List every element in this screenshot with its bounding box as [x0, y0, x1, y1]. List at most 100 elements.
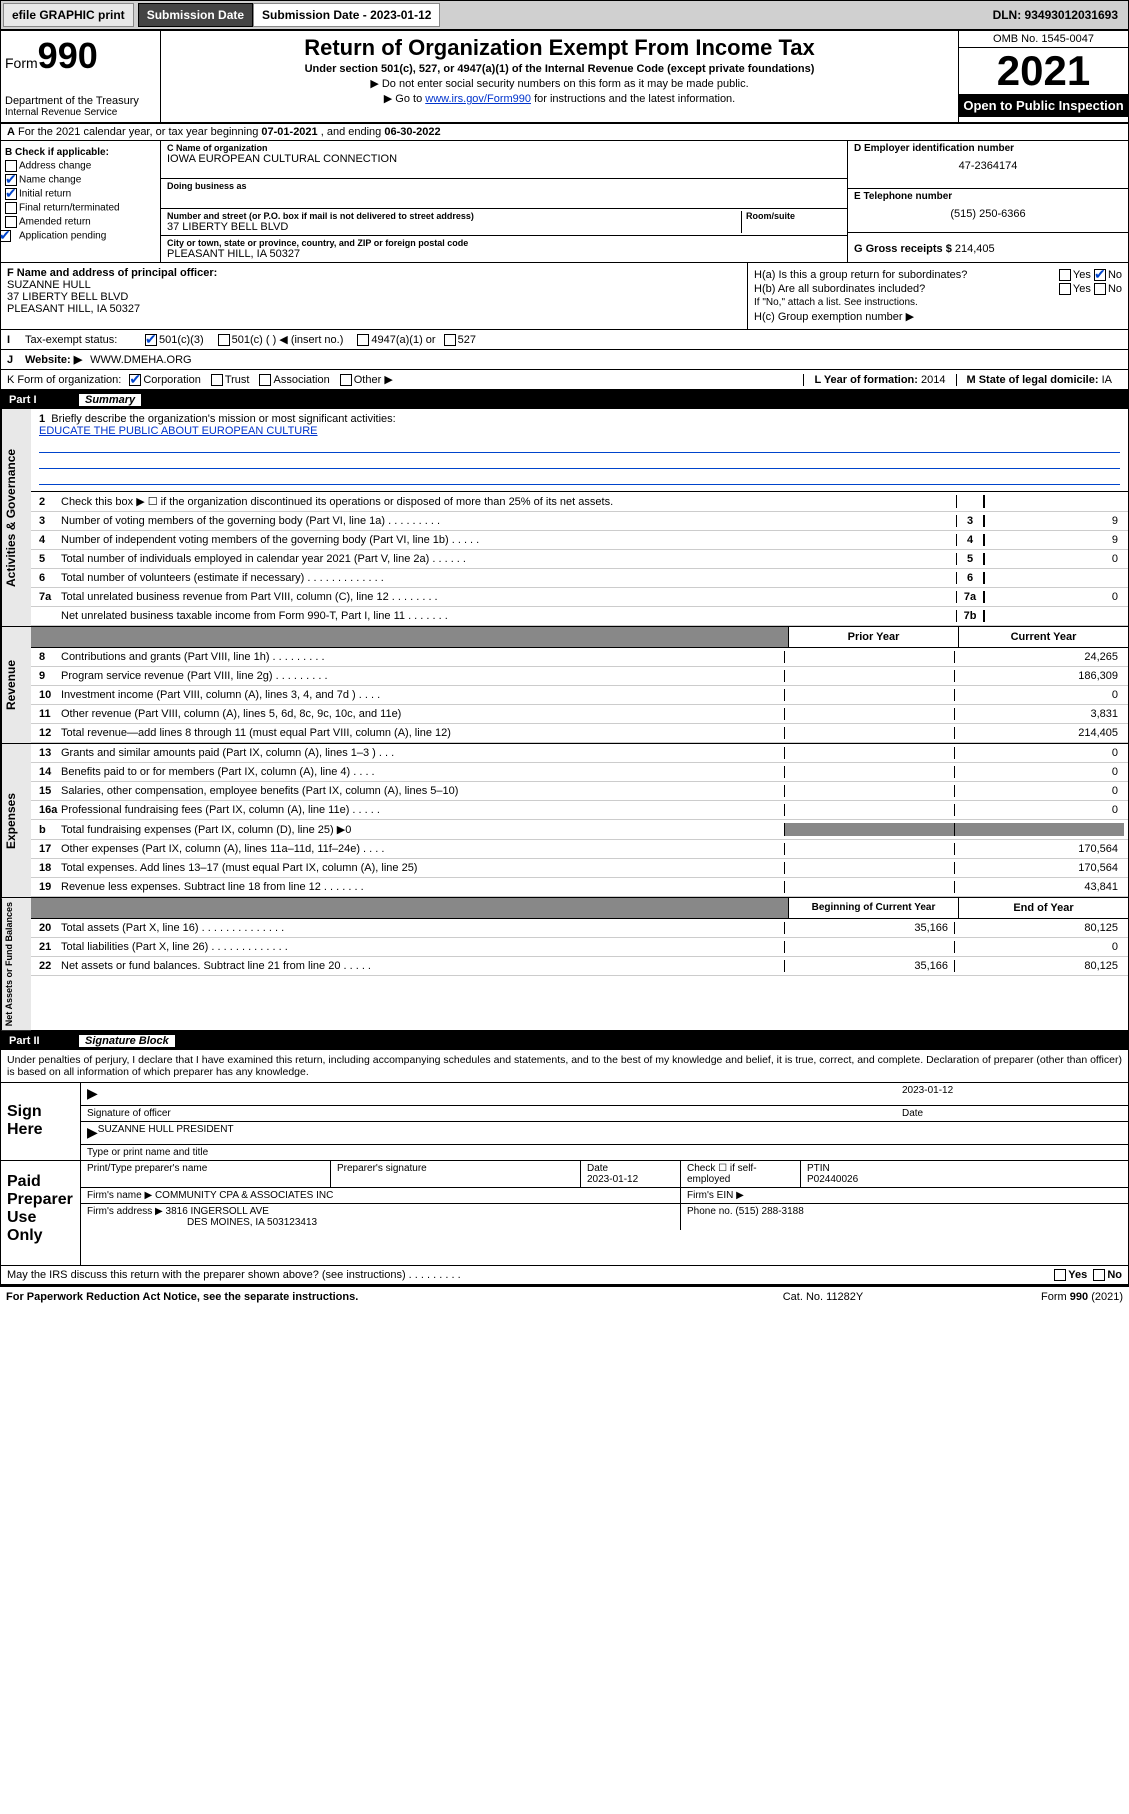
chk-final-return[interactable] — [5, 202, 17, 214]
col-f: F Name and address of principal officer:… — [1, 263, 748, 329]
opt-trust: Trust — [225, 374, 250, 386]
header-left: Form990 Department of the Treasury Inter… — [1, 31, 161, 122]
lbl-address-change: Address change — [19, 161, 91, 172]
date-label: Date — [902, 1108, 1122, 1119]
officer-addr2: PLEASANT HILL, IA 50327 — [7, 303, 741, 315]
prep-header-row: Print/Type preparer's name Preparer's si… — [81, 1161, 1128, 1188]
ein: 47-2364174 — [854, 160, 1122, 172]
year-formation: 2014 — [921, 374, 945, 386]
website-url: WWW.DMEHA.ORG — [90, 354, 191, 366]
opt-501c3: 501(c)(3) — [159, 334, 204, 346]
end-year-hdr: End of Year — [958, 898, 1128, 918]
firm-ein-label: Firm's EIN ▶ — [681, 1188, 1128, 1203]
summary-line: 4Number of independent voting members of… — [31, 531, 1128, 550]
tax-year: 2021 — [959, 48, 1128, 94]
firm-name-row: Firm's name ▶ COMMUNITY CPA & ASSOCIATES… — [81, 1188, 1128, 1204]
summary-line: 16aProfessional fundraising fees (Part I… — [31, 801, 1128, 820]
revenue-section: Revenue Prior Year Current Year 8Contrib… — [1, 627, 1128, 744]
summary-line: 2Check this box ▶ ☐ if the organization … — [31, 492, 1128, 512]
col-h: H(a) Is this a group return for subordin… — [748, 263, 1128, 329]
chk-4947[interactable] — [357, 334, 369, 346]
activities-governance: Activities & Governance 1 Briefly descri… — [1, 409, 1128, 627]
line-a-mid: , and ending — [318, 126, 385, 138]
firm-addr-row: Firm's address ▶ 3816 INGERSOLL AVEDES M… — [81, 1204, 1128, 1230]
ha-yes: Yes — [1073, 269, 1091, 281]
tax-year-end: 06-30-2022 — [384, 126, 440, 138]
lbl-application-pending: Application pending — [19, 231, 106, 242]
summary-line: 15Salaries, other compensation, employee… — [31, 782, 1128, 801]
chk-527[interactable] — [444, 334, 456, 346]
chk-discuss-yes[interactable] — [1054, 1269, 1066, 1281]
ha-label: H(a) Is this a group return for subordin… — [754, 269, 967, 281]
submission-label: Submission Date — [138, 3, 253, 27]
chk-hb-yes[interactable] — [1059, 283, 1071, 295]
part1-num: Part I — [9, 394, 79, 406]
city-state-zip: PLEASANT HILL, IA 50327 — [167, 248, 841, 260]
lbl-amended: Amended return — [19, 217, 91, 228]
expenses-section: Expenses 13Grants and similar amounts pa… — [1, 744, 1128, 898]
signature-label: Signature of officer — [87, 1108, 902, 1119]
tax-status-label: Tax-exempt status: — [25, 334, 145, 346]
may-discuss-row: May the IRS discuss this return with the… — [1, 1266, 1128, 1286]
summary-line: 20Total assets (Part X, line 16) . . . .… — [31, 919, 1128, 938]
sign-date: 2023-01-12 — [902, 1085, 1122, 1103]
summary-line: 7aTotal unrelated business revenue from … — [31, 588, 1128, 607]
website-label: Website: ▶ — [25, 353, 82, 366]
part2-title: Signature Block — [79, 1035, 175, 1047]
hb-yes: Yes — [1073, 283, 1091, 295]
firm-name-label: Firm's name ▶ — [87, 1190, 152, 1201]
chk-ha-no[interactable] — [1094, 269, 1106, 281]
summary-line: 22Net assets or fund balances. Subtract … — [31, 957, 1128, 976]
officer-name: SUZANNE HULL — [7, 279, 741, 291]
chk-501c[interactable] — [218, 334, 230, 346]
chk-assoc[interactable] — [259, 374, 271, 386]
firm-phone: (515) 288-3188 — [735, 1206, 803, 1217]
efile-print-button[interactable]: efile GRAPHIC print — [3, 3, 134, 27]
year-formation-label: L Year of formation: — [814, 374, 918, 386]
phone-label: Phone no. — [687, 1206, 733, 1217]
prep-sig-hdr: Preparer's signature — [331, 1161, 581, 1187]
firm-name: COMMUNITY CPA & ASSOCIATES INC — [155, 1190, 333, 1201]
part-2-header: Part II Signature Block — [1, 1032, 1128, 1050]
perjury-declaration: Under penalties of perjury, I declare th… — [1, 1050, 1128, 1083]
tab-governance: Activities & Governance — [1, 409, 31, 626]
self-employed-hdr: Check ☐ if self-employed — [681, 1161, 801, 1187]
officer-label: F Name and address of principal officer: — [7, 267, 217, 279]
chk-corp[interactable] — [129, 374, 141, 386]
officer-sig-name: SUZANNE HULL PRESIDENT — [98, 1124, 234, 1142]
tax-year-begin: 07-01-2021 — [261, 126, 317, 138]
may-discuss-text: May the IRS discuss this return with the… — [7, 1269, 1054, 1281]
ptin: P02440026 — [807, 1174, 858, 1185]
chk-trust[interactable] — [211, 374, 223, 386]
prep-date-hdr: Date — [587, 1163, 608, 1174]
header-right: OMB No. 1545-0047 2021 Open to Public In… — [958, 31, 1128, 122]
irs-label: Internal Revenue Service — [5, 107, 156, 118]
part-1-header: Part I Summary — [1, 391, 1128, 409]
form-ref: Form 990 (2021) — [923, 1291, 1123, 1303]
irs-link[interactable]: www.irs.gov/Form990 — [425, 93, 531, 105]
arrow-icon: ▶ — [87, 1085, 98, 1103]
line-j: J Website: ▶ WWW.DMEHA.ORG — [1, 350, 1128, 370]
chk-initial-return[interactable] — [5, 188, 17, 200]
chk-discuss-no[interactable] — [1093, 1269, 1105, 1281]
summary-line: 12Total revenue—add lines 8 through 11 (… — [31, 724, 1128, 743]
form-title: Return of Organization Exempt From Incom… — [165, 35, 954, 61]
chk-application-pending[interactable] — [0, 230, 11, 242]
addr-label: Number and street (or P.O. box if mail i… — [167, 211, 741, 221]
mission-question: Briefly describe the organization's miss… — [51, 413, 395, 425]
top-bar: efile GRAPHIC print Submission Date Subm… — [0, 0, 1129, 30]
begin-year-hdr: Beginning of Current Year — [788, 898, 958, 918]
chk-ha-yes[interactable] — [1059, 269, 1071, 281]
form-header: Form990 Department of the Treasury Inter… — [1, 31, 1128, 124]
ein-label: D Employer identification number — [854, 143, 1122, 154]
org-name: IOWA EUROPEAN CULTURAL CONNECTION — [167, 153, 841, 165]
form-org-label: K Form of organization: — [7, 374, 121, 386]
room-label: Room/suite — [746, 211, 841, 221]
chk-hb-no[interactable] — [1094, 283, 1106, 295]
chk-other[interactable] — [340, 374, 352, 386]
col-b-header: B Check if applicable: — [5, 147, 109, 158]
summary-line: 21Total liabilities (Part X, line 26) . … — [31, 938, 1128, 957]
opt-other: Other ▶ — [354, 373, 393, 386]
firm-addr1: 3816 INGERSOLL AVE — [166, 1206, 269, 1217]
chk-501c3[interactable] — [145, 334, 157, 346]
